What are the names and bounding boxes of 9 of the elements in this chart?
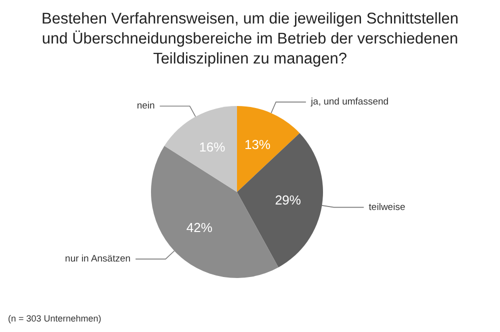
chart-title: Bestehen Verfahrensweisen, um die jeweiligen Schnittstellen und Überschneidungsbereiche im Betrieb der verschiedenen Teildisziplinen zu managen?	[41, 10, 459, 68]
data-label: 29%	[274, 192, 302, 208]
slice-label: teilweise	[368, 202, 406, 213]
slice-label: ja, und umfassend	[310, 96, 389, 108]
data-label: 13%	[244, 137, 271, 152]
text: (n = 303 Unternehmen)	[8, 314, 102, 324]
data-label: 42%	[186, 220, 213, 235]
slice-label: nur in Ansätzen	[65, 254, 131, 265]
slice-label: nein	[136, 100, 155, 112]
